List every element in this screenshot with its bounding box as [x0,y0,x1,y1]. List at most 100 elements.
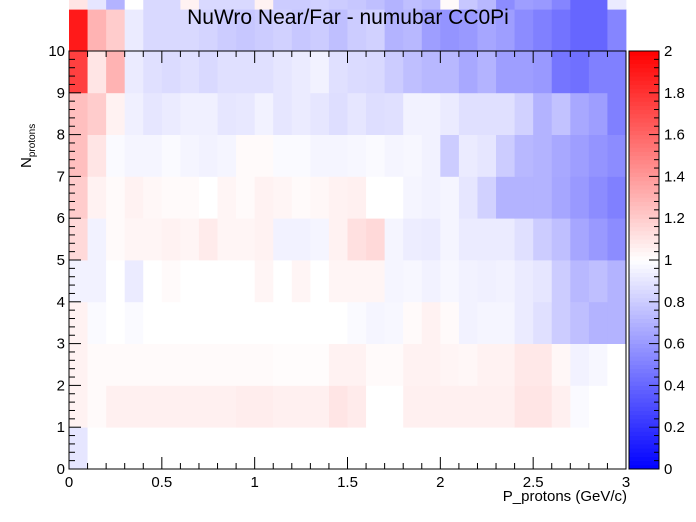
heatmap-cell [198,0,218,10]
y-tick-label: 3 [57,336,65,353]
palette-step [629,184,659,190]
heatmap-cell [403,176,423,219]
palette-step [629,168,659,173]
heatmap-cell [328,427,348,470]
palette-step [629,138,659,144]
heatmap-cell [161,260,181,303]
heatmap-cell [551,427,571,470]
heatmap-cell [161,218,181,261]
heatmap-cell [496,427,515,470]
heatmap-cell [143,427,163,470]
heatmap-cell [607,176,627,219]
heatmap-cell [124,134,144,177]
heatmap-cell [366,385,386,428]
heatmap-cell [533,134,553,177]
heatmap-cell [143,385,163,428]
heatmap-cell [588,51,608,94]
palette-step [629,435,659,441]
heatmap-cell [217,218,237,261]
y-axis-label-sub: protons [27,123,38,158]
palette-step [629,272,659,278]
heatmap-cell [551,9,571,52]
heatmap-cell [236,9,256,52]
heatmap-cell [347,0,367,10]
heatmap-cell [607,92,627,135]
heatmap-cell [161,92,181,135]
heatmap-cell [421,0,441,10]
heatmap-cell [347,218,367,261]
heatmap-cell [106,134,126,177]
heatmap-cell [607,301,627,344]
palette-step [629,176,659,182]
heatmap-cell [328,343,348,386]
palette-step [629,63,659,69]
heatmap-cell [570,260,590,303]
heatmap-cell [533,92,553,135]
heatmap-cell [273,9,293,52]
heatmap-cell [236,218,256,261]
heatmap-cell [310,134,330,177]
heatmap-cell [384,51,404,94]
chart-title: NuWro Near/Far - numubar CC0Pi [187,6,509,29]
heatmap-cell [254,343,274,386]
x-tick-label: 2 [436,474,444,491]
heatmap-cell [421,51,441,94]
palette-step [629,126,659,131]
heatmap-cell [458,9,478,52]
heatmap-cell [124,9,144,52]
heatmap-cell [236,427,256,470]
heatmap-cell [421,301,441,344]
heatmap-cell [180,343,200,386]
heatmap-cell [607,427,627,470]
heatmap-cell [310,51,330,94]
z-tick-label: 0.2 [664,419,685,436]
heatmap-cell [477,427,497,470]
heatmap-cell [440,301,460,344]
palette-step [629,218,659,223]
heatmap-cell [607,51,627,94]
z-tick-label: 1.8 [664,85,685,102]
palette-step [629,130,659,136]
heatmap-cell [273,51,293,94]
heatmap-cell [384,92,404,135]
heatmap-cell [496,0,515,10]
palette-step [629,55,659,60]
heatmap-cell [533,260,553,303]
palette-step [629,147,659,152]
heatmap-cell [254,260,274,303]
y-tick-label: 8 [57,127,65,144]
palette-step [629,188,659,194]
heatmap-cell [236,51,256,94]
palette-step [629,105,659,111]
heatmap-cell [124,51,144,94]
heatmap-cell [124,218,144,261]
palette-step [629,326,659,332]
heatmap-cell [440,176,460,219]
palette-step [629,201,659,207]
palette-step [629,96,659,102]
palette-step [629,318,659,324]
heatmap-cell [514,385,534,428]
palette-step [629,456,659,462]
x-tick-label: 1 [250,474,258,491]
palette-step [629,322,659,328]
palette-step [629,423,659,428]
x-tick-label: 0.5 [151,474,172,491]
palette-step [629,214,659,219]
heatmap-cell [273,0,293,10]
heatmap-cell [254,92,274,135]
palette-step [629,260,659,265]
palette-step [629,88,659,94]
heatmap-cell [477,385,497,428]
palette-step [629,452,659,457]
heatmap-cell [533,301,553,344]
heatmap-cell [347,301,367,344]
heatmap-cell [217,0,237,10]
heatmap-cell [347,260,367,303]
palette-step [629,268,659,274]
heatmap-cell [458,385,478,428]
heatmap-cell [496,51,515,94]
heatmap-cell [106,260,126,303]
heatmap-cell [551,385,571,428]
heatmap-cell [440,218,460,261]
